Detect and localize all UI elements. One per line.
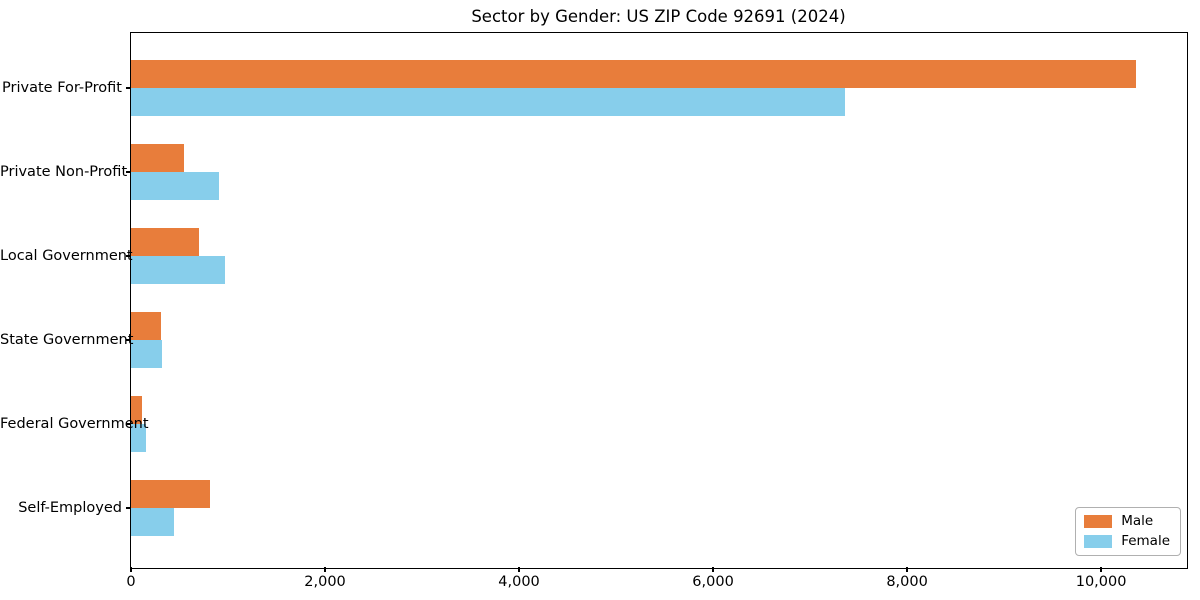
legend-label: Male <box>1121 513 1154 529</box>
bar-male-self-employed <box>131 480 211 508</box>
x-tick-label: 0 <box>126 574 136 590</box>
chart-title: Sector by Gender: US ZIP Code 92691 (202… <box>471 7 846 26</box>
bar-female-private-non-profit <box>131 172 219 200</box>
legend-label: Female <box>1121 532 1170 549</box>
bar-female-private-for-profit <box>131 88 845 116</box>
x-tick-label: 6,000 <box>692 574 734 590</box>
y-axis-label-federal-government: Federal Government <box>0 416 149 432</box>
bar-male-local-government <box>131 228 199 256</box>
bar-male-private-for-profit <box>131 60 1136 88</box>
bar-male-private-non-profit <box>131 144 184 172</box>
x-tick-mark <box>130 567 132 572</box>
bar-female-self-employed <box>131 508 175 536</box>
legend-swatch-male <box>1084 515 1113 529</box>
x-tick-mark <box>712 567 714 572</box>
y-tick-mark <box>126 423 131 425</box>
y-tick-mark <box>126 339 131 341</box>
bar-male-state-government <box>131 312 162 340</box>
y-tick-mark <box>126 87 131 89</box>
x-tick-mark <box>518 567 520 572</box>
legend-item-female: Female <box>1084 532 1170 549</box>
y-tick-mark <box>126 507 131 509</box>
legend-swatch-female <box>1084 534 1113 548</box>
y-tick-mark <box>126 255 131 257</box>
x-tick-label: 8,000 <box>886 574 928 590</box>
bar-female-local-government <box>131 256 225 284</box>
x-tick-mark <box>906 567 908 572</box>
x-tick-mark <box>1100 567 1102 572</box>
x-tick-label: 4,000 <box>498 574 540 590</box>
bar-female-federal-government <box>131 424 147 452</box>
y-tick-mark <box>126 171 131 173</box>
bar-male-federal-government <box>131 396 143 424</box>
legend-item-male: Male <box>1084 513 1170 529</box>
legend: Male Female <box>1075 507 1181 556</box>
y-axis-label-state-government: State Government <box>0 332 134 348</box>
y-axis-label-private-for-profit: Private For-Profit <box>2 80 122 96</box>
y-axis-label-local-government: Local Government <box>0 248 133 264</box>
x-tick-label: 2,000 <box>304 574 346 590</box>
bar-female-state-government <box>131 340 163 368</box>
y-axis-label-self-employed: Self-Employed <box>18 500 122 516</box>
x-tick-label: 10,000 <box>1075 574 1127 590</box>
x-tick-mark <box>324 567 326 572</box>
y-axis-label-private-non-profit: Private Non-Profit <box>0 164 128 180</box>
